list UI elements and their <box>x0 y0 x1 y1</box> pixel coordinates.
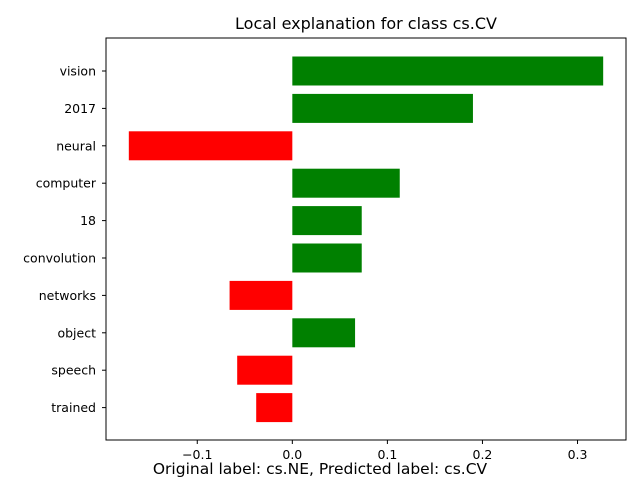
bar-networks <box>229 280 293 310</box>
chart-caption: Original label: cs.NE, Predicted label: … <box>153 460 488 478</box>
y-tick-label: object <box>57 325 96 340</box>
bar-object <box>292 318 356 348</box>
chart-title: Local explanation for class cs.CV <box>235 14 497 33</box>
y-tick-label: 2017 <box>64 101 96 116</box>
bar-18 <box>292 206 362 236</box>
bar-speech <box>237 355 293 385</box>
y-tick-label: computer <box>36 176 97 191</box>
bar-neural <box>128 131 293 161</box>
y-tick-label: trained <box>51 400 96 415</box>
bar-2017 <box>292 93 473 123</box>
x-tick-label: 0.2 <box>473 447 493 462</box>
x-tick-label: 0.1 <box>377 447 397 462</box>
bar-trained <box>256 393 293 423</box>
y-tick-label: 18 <box>80 213 96 228</box>
y-tick-label: vision <box>60 64 96 79</box>
y-tick-label: speech <box>51 363 96 378</box>
x-tick-label: 0.3 <box>568 447 588 462</box>
y-tick-label: networks <box>39 288 96 303</box>
bar-vision <box>292 56 604 86</box>
plot-frame <box>105 37 627 441</box>
x-tick-label: 0.0 <box>282 447 302 462</box>
y-tick-label: neural <box>56 138 96 153</box>
y-tick-label: convolution <box>23 251 96 266</box>
bar-computer <box>292 168 400 198</box>
x-tick-label: −0.1 <box>182 447 212 462</box>
bar-convolution <box>292 243 362 273</box>
